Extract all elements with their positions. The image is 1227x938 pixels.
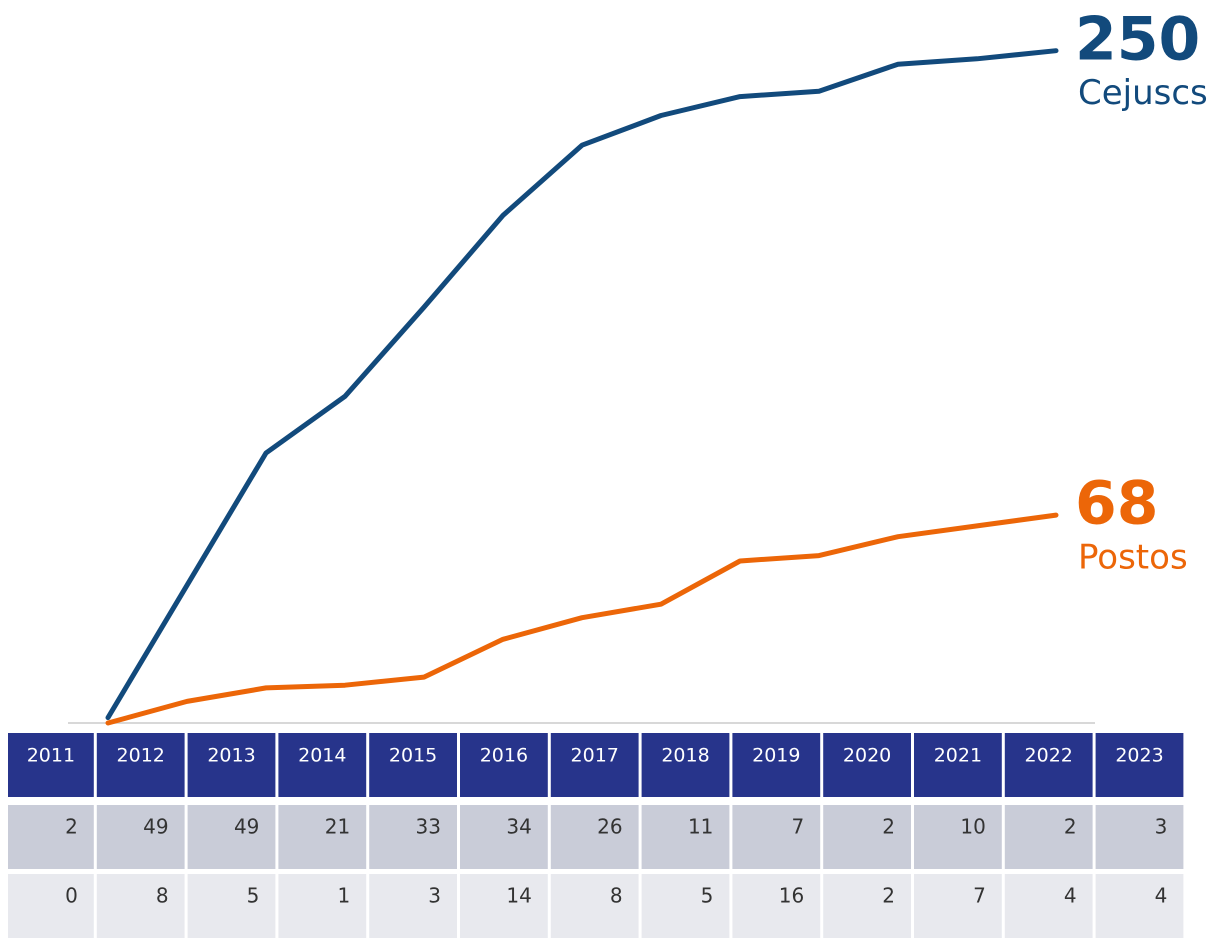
table-cell (641, 805, 730, 869)
series-line (105, 512, 1059, 726)
header-cell (732, 733, 821, 797)
year-label: 2014 (298, 745, 346, 767)
year-label: 2018 (661, 745, 709, 767)
table-cell (1004, 805, 1093, 869)
cell-value: 16 (779, 884, 804, 908)
cell-value: 5 (247, 884, 260, 908)
header-cell (8, 733, 94, 797)
cell-value: 3 (1155, 815, 1168, 839)
year-label: 2011 (27, 745, 75, 767)
header-cell (96, 733, 185, 797)
header-cell (369, 733, 457, 797)
cell-value: 0 (65, 884, 78, 908)
cell-value: 2 (882, 815, 895, 839)
cell-value: 10 (960, 815, 985, 839)
table-cell (460, 805, 548, 869)
table-cell (823, 874, 911, 938)
table-cell (278, 874, 367, 938)
cell-value: 11 (688, 815, 713, 839)
year-label: 2016 (480, 745, 528, 767)
table-cell (96, 874, 185, 938)
series-name: Postos (1078, 538, 1188, 578)
table-cell (369, 874, 457, 938)
cell-value: 21 (325, 815, 350, 839)
cell-value: 34 (506, 815, 531, 839)
header-cell (641, 733, 730, 797)
cell-value: 7 (973, 884, 986, 908)
header-cell (460, 733, 548, 797)
table-cell (732, 874, 821, 938)
table-cell (369, 805, 457, 869)
header-cell (1095, 733, 1184, 797)
cell-value: 2 (1064, 815, 1077, 839)
cell-value: 4 (1155, 884, 1168, 908)
year-label: 2022 (1025, 745, 1073, 767)
end-value: 68 (1075, 469, 1159, 539)
year-label: 2021 (934, 745, 982, 767)
table-cell (96, 805, 185, 869)
table-cell (641, 874, 730, 938)
header-cell (1004, 733, 1093, 797)
cell-value: 14 (506, 884, 531, 908)
cell-value: 49 (143, 815, 168, 839)
cell-value: 8 (610, 884, 623, 908)
table-cell (1095, 874, 1184, 938)
year-label: 2017 (571, 745, 619, 767)
table-cell (278, 805, 367, 869)
header-cell (914, 733, 1002, 797)
table-cell (823, 805, 911, 869)
table-cell (187, 874, 276, 938)
year-label: 2019 (752, 745, 800, 767)
table-cell (914, 874, 1002, 938)
year-label: 2012 (117, 745, 165, 767)
cell-value: 3 (428, 884, 441, 908)
header-cell (278, 733, 367, 797)
table-cell (460, 874, 548, 938)
table-cell (187, 805, 276, 869)
header-cell (823, 733, 911, 797)
header-cell (187, 733, 276, 797)
series-name: Cejuscs (1078, 73, 1208, 113)
cell-value: 4 (1064, 884, 1077, 908)
cell-value: 26 (597, 815, 622, 839)
cell-value: 49 (234, 815, 259, 839)
table-cell (732, 805, 821, 869)
table-cell (550, 874, 639, 938)
table-cell (550, 805, 639, 869)
table-cell (8, 874, 94, 938)
year-label: 2020 (843, 745, 891, 767)
end-value: 250 (1075, 4, 1200, 74)
header-cell (550, 733, 639, 797)
cell-value: 8 (156, 884, 169, 908)
cell-value: 7 (791, 815, 804, 839)
table-cell (1004, 874, 1093, 938)
table-cell (1095, 805, 1184, 869)
cell-value: 5 (701, 884, 714, 908)
cell-value: 2 (65, 815, 78, 839)
year-label: 2015 (389, 745, 437, 767)
year-label: 2023 (1115, 745, 1163, 767)
cell-value: 33 (416, 815, 441, 839)
year-label: 2013 (207, 745, 255, 767)
table-cell (914, 805, 1002, 869)
series-line (105, 48, 1059, 721)
cell-value: 1 (337, 884, 350, 908)
table-cell (8, 805, 94, 869)
cell-value: 2 (882, 884, 895, 908)
